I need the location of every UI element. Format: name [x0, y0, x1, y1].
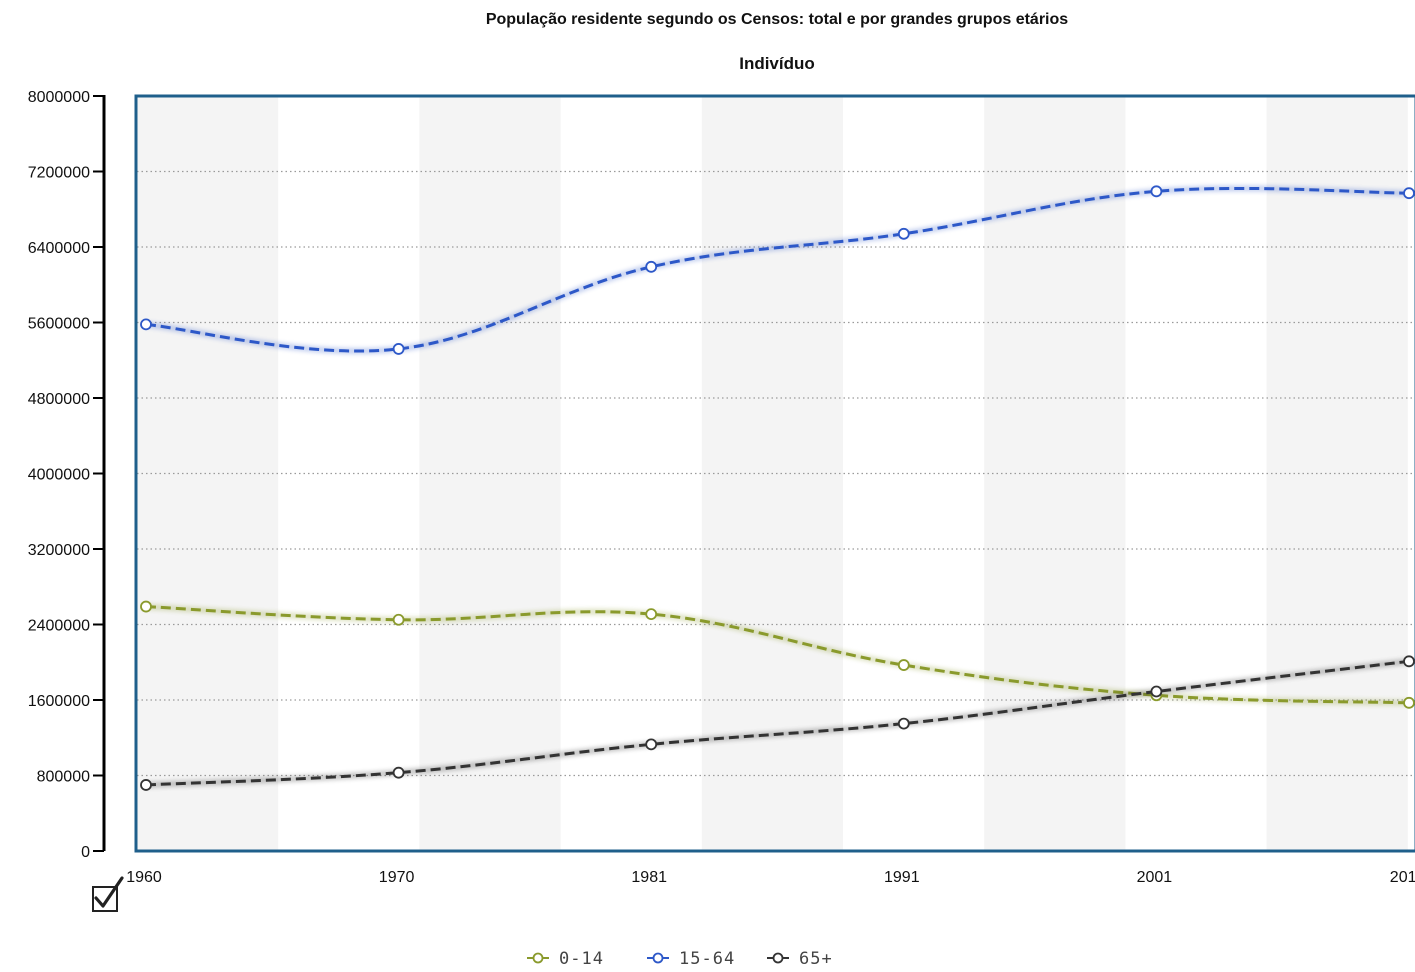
legend-marker [652, 952, 664, 964]
data-point[interactable] [140, 779, 152, 791]
data-point[interactable] [645, 260, 658, 273]
y-tick-label: 7200000 [28, 165, 90, 182]
background-band [984, 96, 1126, 851]
legend-label: 0-14 [559, 949, 604, 967]
x-tick-label: 2001 [1137, 869, 1173, 886]
series-line [145, 605, 1410, 705]
data-point[interactable] [392, 766, 405, 779]
y-tick-label: 3200000 [28, 542, 90, 559]
x-axis-ticks: 1960 1970 1981 1991 2001 2011 [126, 869, 1415, 886]
y-tick-label: 5600000 [28, 316, 90, 333]
legend-label: 15-64 [679, 949, 735, 967]
legend-marker [772, 952, 784, 964]
x-tick-label: 1981 [631, 869, 667, 886]
y-axis-ticks: 0 800000 1600000 2400000 3200000 4000000 48000… [28, 89, 104, 861]
data-point[interactable] [140, 600, 152, 613]
series-0-14 [140, 600, 1415, 709]
x-tick-label: 2011 [1390, 869, 1415, 886]
legend: 0-14 15-64 65+ [527, 949, 833, 969]
series-15-64 [140, 185, 1415, 355]
x-tick-label: 1991 [884, 869, 920, 886]
data-point[interactable] [1403, 187, 1415, 200]
background-band [419, 96, 561, 851]
data-point[interactable] [897, 717, 910, 730]
y-tick-label: 4800000 [28, 391, 90, 408]
y-tick-label: 4000000 [28, 467, 90, 484]
series-65+ [140, 655, 1415, 791]
y-tick-label: 2400000 [28, 618, 90, 635]
legend-item[interactable]: 65+ [767, 949, 833, 969]
background-band [1266, 96, 1408, 851]
legend-label: 65+ [799, 949, 833, 967]
chart-title: População residente segundo os Censos: t… [486, 11, 1068, 28]
y-tick-label: 800000 [37, 769, 90, 786]
data-point[interactable] [1403, 696, 1415, 709]
plot-frame [134, 94, 1415, 853]
data-point[interactable] [392, 343, 405, 355]
data-point[interactable] [897, 659, 910, 671]
legend-marker [532, 952, 544, 964]
series-line [145, 186, 1410, 353]
y-tick-label: 6400000 [28, 240, 90, 257]
data-point[interactable] [645, 608, 658, 621]
data-point[interactable] [645, 738, 658, 751]
y-tick-label: 8000000 [28, 89, 90, 106]
y-tick-label: 0 [81, 844, 90, 861]
chart-subtitle: Indivíduo [739, 54, 815, 73]
data-point[interactable] [392, 613, 405, 626]
x-tick-label: 1960 [126, 869, 162, 886]
series-layer [140, 185, 1415, 791]
data-point[interactable] [1403, 655, 1415, 668]
legend-item[interactable]: 15-64 [647, 949, 735, 969]
series-line [145, 659, 1410, 787]
legend-item[interactable]: 0-14 [527, 949, 604, 969]
data-point[interactable] [140, 318, 152, 331]
x-tick-label: 1970 [379, 869, 415, 886]
data-point[interactable] [1150, 185, 1163, 198]
data-point[interactable] [897, 227, 910, 240]
y-tick-label: 1600000 [28, 693, 90, 710]
background-band [137, 96, 279, 851]
data-point[interactable] [1150, 685, 1163, 698]
check-box-icon[interactable] [92, 876, 124, 912]
